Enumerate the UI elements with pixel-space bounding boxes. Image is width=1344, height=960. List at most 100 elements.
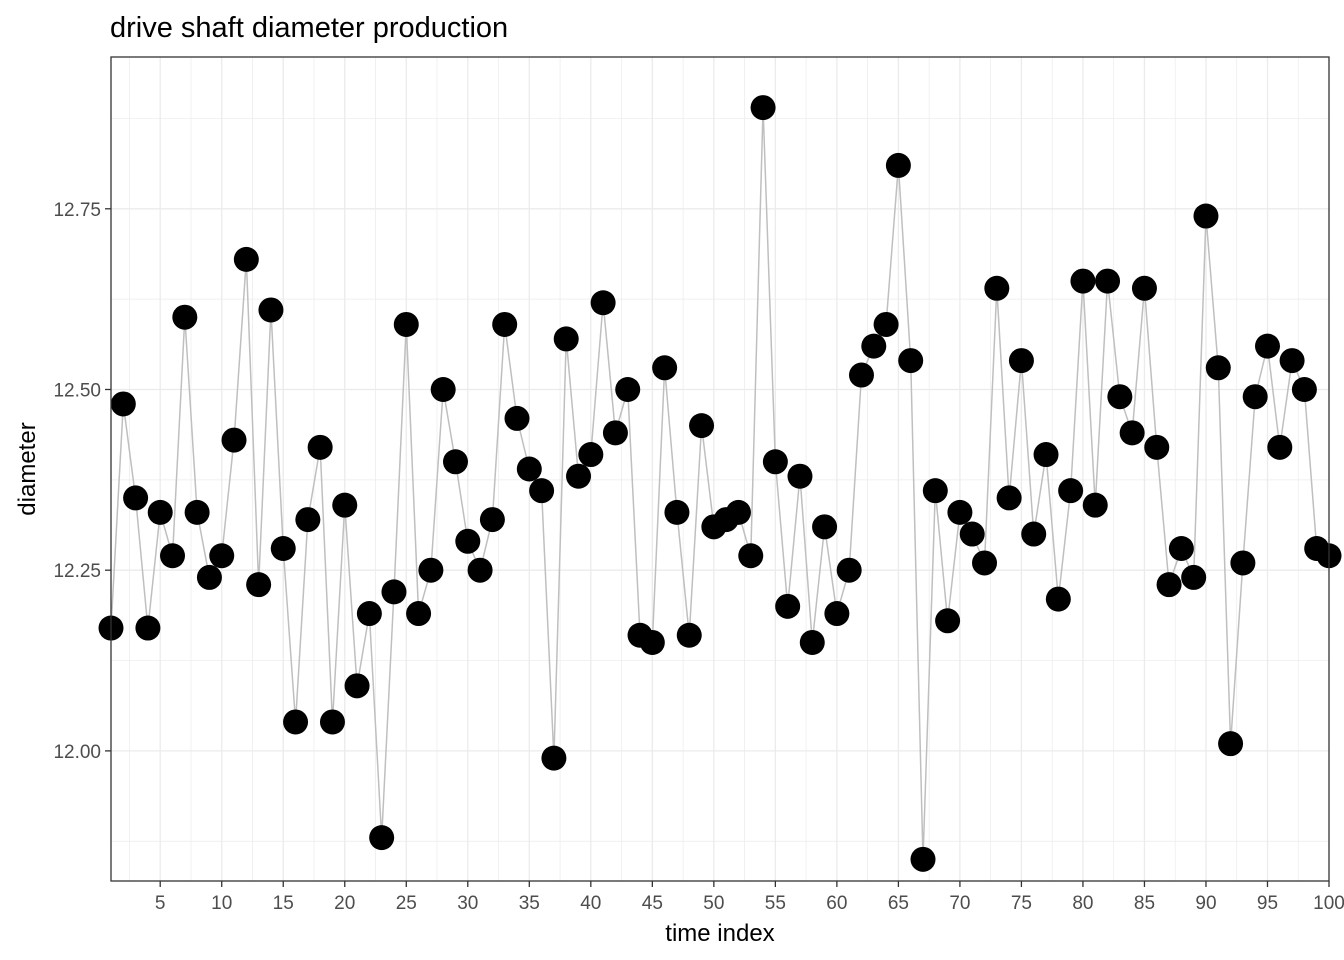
x-tick-label: 95 (1257, 893, 1278, 914)
data-point (381, 579, 407, 605)
data-point (664, 499, 690, 525)
data-point (344, 673, 370, 699)
data-point (1119, 420, 1145, 446)
data-point (467, 557, 493, 583)
x-tick-label: 10 (211, 893, 232, 914)
data-point (615, 376, 641, 402)
x-tick-label: 50 (703, 893, 724, 914)
data-point (1008, 348, 1034, 374)
data-point (430, 376, 456, 402)
data-point (135, 615, 161, 641)
x-tick-label: 30 (457, 893, 478, 914)
data-point (442, 449, 468, 475)
data-point (147, 499, 173, 525)
data-point (1267, 434, 1293, 460)
data-point (1058, 478, 1084, 504)
data-point (812, 514, 838, 540)
data-point (848, 362, 874, 388)
data-point (972, 550, 998, 576)
data-point (1168, 536, 1194, 562)
x-tick-label: 70 (949, 893, 970, 914)
data-point (1205, 355, 1231, 381)
data-point (1193, 203, 1219, 229)
data-point (492, 311, 518, 337)
data-point (799, 629, 825, 655)
data-point (356, 601, 382, 627)
y-tick-label: 12.50 (53, 380, 101, 401)
data-point (123, 485, 149, 511)
data-point (836, 557, 862, 583)
data-point (1131, 275, 1157, 301)
x-tick-label: 100 (1313, 893, 1344, 914)
data-point (1095, 268, 1121, 294)
y-axis-title: diameter (14, 422, 41, 515)
data-point (369, 825, 395, 851)
data-point (898, 348, 924, 374)
x-axis: 5 10 15 20 25 30 35 40 45 50 55 60 65 70 75 80 85 90 95 100 (155, 881, 1344, 914)
data-point (172, 304, 198, 330)
data-point (910, 846, 936, 872)
data-point (1242, 384, 1268, 410)
data-point (1021, 521, 1047, 547)
data-point (1230, 550, 1256, 576)
data-point (246, 572, 272, 598)
x-tick-label: 40 (580, 893, 601, 914)
data-point (922, 478, 948, 504)
data-point (725, 499, 751, 525)
data-point (959, 521, 985, 547)
data-point (1107, 384, 1133, 410)
data-point (775, 593, 801, 619)
data-point (787, 463, 813, 489)
y-tick-label: 12.25 (53, 561, 101, 582)
data-point (566, 463, 592, 489)
data-point (295, 507, 321, 533)
y-tick-label: 12.00 (53, 742, 101, 763)
data-point (1218, 731, 1244, 757)
data-point (221, 427, 247, 453)
data-point (332, 492, 358, 518)
data-point (578, 442, 604, 468)
data-point (516, 456, 542, 482)
data-point (947, 499, 973, 525)
data-point (1033, 442, 1059, 468)
data-point (984, 275, 1010, 301)
x-tick-label: 80 (1072, 893, 1093, 914)
data-point (529, 478, 555, 504)
data-point (676, 622, 702, 648)
data-point (652, 355, 678, 381)
x-tick-label: 75 (1011, 893, 1032, 914)
data-point (639, 629, 665, 655)
data-point (184, 499, 210, 525)
x-tick-label: 5 (155, 893, 166, 914)
x-tick-label: 90 (1195, 893, 1216, 914)
minor-gridlines (111, 57, 1329, 881)
x-tick-label: 35 (519, 893, 540, 914)
data-point (738, 543, 764, 569)
x-tick-label: 20 (334, 893, 355, 914)
x-tick-label: 65 (888, 893, 909, 914)
data-point (1279, 348, 1305, 374)
data-point (307, 434, 333, 460)
data-point (393, 311, 419, 337)
x-tick-label: 15 (273, 893, 294, 914)
x-tick-label: 45 (642, 893, 663, 914)
data-point (762, 449, 788, 475)
data-point (160, 543, 186, 569)
data-point (935, 608, 961, 634)
data-point (233, 246, 259, 272)
data-point (602, 420, 628, 446)
data-point (270, 536, 296, 562)
data-point (110, 391, 136, 417)
x-tick-label: 85 (1134, 893, 1155, 914)
data-point (541, 745, 567, 771)
data-point (479, 507, 505, 533)
data-point (418, 557, 444, 583)
data-point (455, 528, 481, 554)
data-point (861, 333, 887, 359)
y-tick-label: 12.75 (53, 200, 101, 221)
data-point (1082, 492, 1108, 518)
data-point (406, 601, 432, 627)
data-point (1156, 572, 1182, 598)
